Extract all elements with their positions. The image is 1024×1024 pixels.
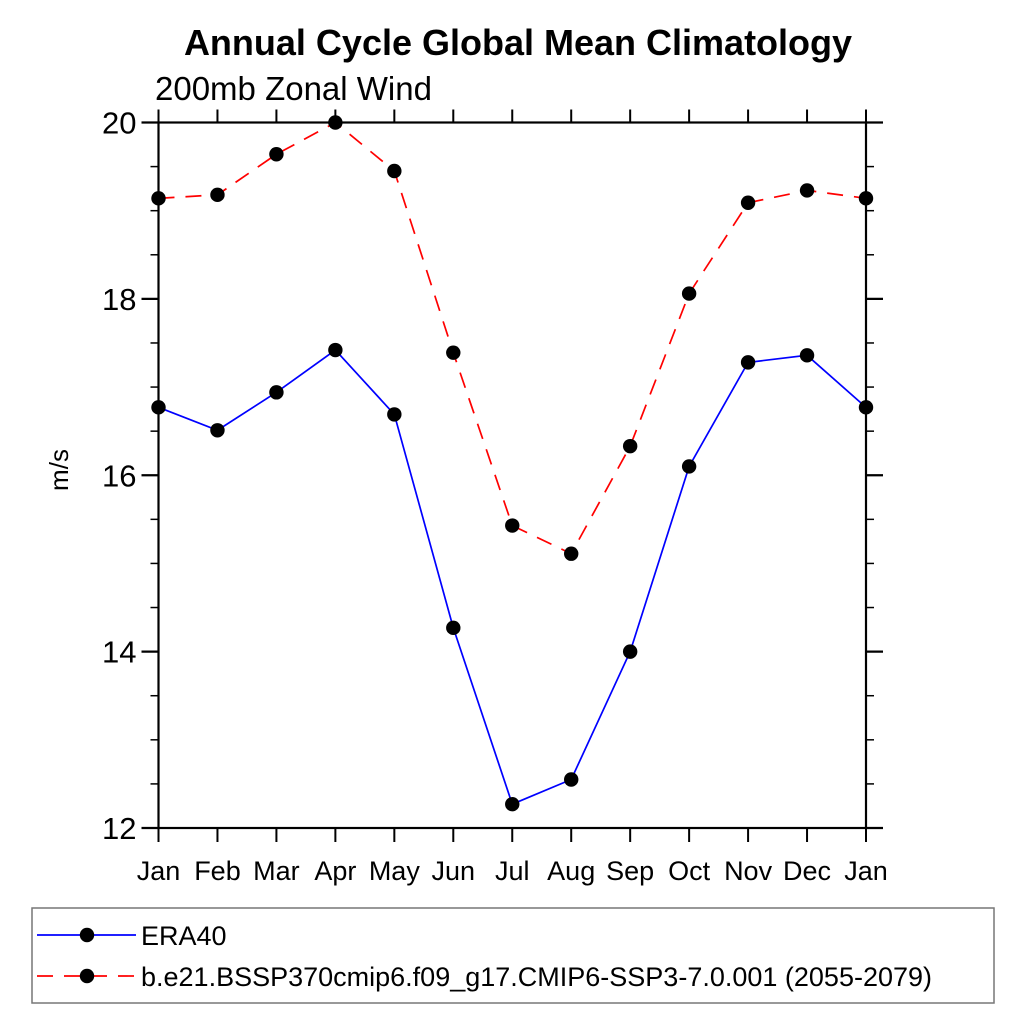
series-point-1 [269, 147, 284, 162]
legend-label-1: b.e21.BSSP370cmip6.f09_g17.CMIP6-SSP3-7.… [141, 962, 932, 992]
series-point-0 [858, 400, 874, 415]
x-tick-labels: Jan Feb Mar Apr May Jun Jul Aug Sep Oct Nov Dec Jan [137, 856, 888, 886]
series-point-1 [151, 191, 166, 206]
x-tick-label: Jul [495, 856, 530, 886]
x-tick-label: Sep [606, 856, 654, 886]
x-tick-label: Dec [783, 856, 831, 886]
series-point-1 [210, 187, 225, 203]
legend-swatch-marker-0 [79, 927, 95, 943]
y-tick-labels: 12 14 16 18 20 [102, 106, 136, 847]
series-point-0 [269, 385, 284, 400]
x-tick-label: Aug [547, 856, 595, 886]
series-point-1 [740, 195, 756, 210]
series-point-1 [328, 115, 343, 130]
series-point-1 [446, 345, 461, 360]
legend-label-0: ERA40 [141, 921, 227, 951]
y-tick-label: 12 [102, 811, 136, 846]
axes-frame [141, 109, 883, 842]
series-point-0 [681, 459, 697, 474]
series-point-0 [740, 355, 756, 370]
series-point-0 [622, 644, 638, 659]
x-tick-label: Oct [668, 856, 711, 886]
legend-box [31, 907, 995, 1004]
series-point-1 [387, 163, 402, 179]
x-tick-label: Apr [314, 856, 356, 886]
plot-frame [157, 121, 868, 830]
series-point-0 [387, 407, 402, 422]
series-point-1 [681, 286, 697, 301]
series-point-1 [564, 546, 579, 561]
series-point-1 [799, 183, 815, 198]
x-tick-label: Jan [137, 856, 181, 886]
x-tick-label: Nov [724, 856, 773, 886]
chart-title: Annual Cycle Global Mean Climatology [184, 22, 852, 63]
legend-swatch-marker-1 [79, 968, 95, 984]
y-tick-label: 20 [102, 106, 136, 141]
y-tick-label: 18 [102, 282, 136, 317]
series-point-0 [446, 620, 461, 636]
x-tick-label: Jun [432, 856, 476, 886]
series-point-1 [622, 438, 638, 454]
series-point-0 [505, 796, 520, 812]
legend: ERA40 b.e21.BSSP370cmip6.f09_g17.CMIP6-SS… [31, 907, 995, 1004]
series-point-1 [858, 191, 874, 206]
y-tick-label: 14 [102, 635, 136, 670]
y-tick-label: 16 [102, 458, 136, 493]
series-point-0 [151, 400, 166, 415]
x-tick-label: Jan [844, 856, 888, 886]
y-axis-label: m/s [44, 449, 74, 491]
x-tick-label: Feb [194, 856, 241, 886]
chart-subtitle: 200mb Zonal Wind [155, 70, 432, 107]
series-point-1 [505, 518, 520, 533]
series-point-0 [328, 342, 343, 358]
series-point-0 [210, 423, 225, 438]
x-tick-label: Mar [253, 856, 300, 886]
x-tick-label: May [369, 856, 421, 886]
series-line-1 [158, 121, 867, 555]
series-point-0 [799, 348, 815, 363]
series-point-0 [564, 772, 579, 787]
data-series [151, 115, 874, 812]
series-line-0 [158, 348, 867, 806]
